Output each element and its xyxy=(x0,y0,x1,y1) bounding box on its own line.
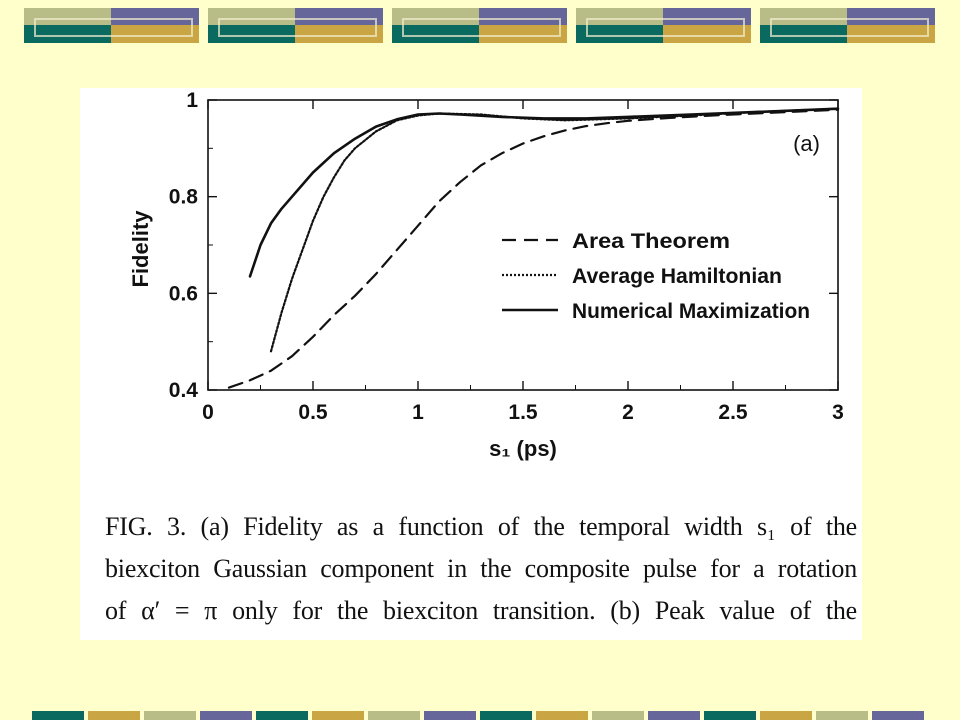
y-tick-label: 0.4 xyxy=(169,379,199,402)
decor-segment xyxy=(200,711,252,720)
series-layer xyxy=(227,107,840,389)
y-tick-label: 0.6 xyxy=(169,282,198,305)
x-tick-label: 3 xyxy=(832,401,844,424)
decor-segment xyxy=(256,711,308,720)
y-axis-label: Fidelity xyxy=(128,210,153,288)
decor-tile xyxy=(576,8,751,43)
decor-segment xyxy=(32,711,84,720)
decor-segment xyxy=(648,711,700,720)
fidelity-chart: 0 0.5 1 1.5 2 2.5 3 0.4 0.6 0.8 1 Area Theorem Aver… xyxy=(112,88,848,472)
figure-image: 0 0.5 1 1.5 2 2.5 3 0.4 0.6 0.8 1 Area Theorem Aver… xyxy=(80,88,862,640)
decor-segment xyxy=(312,711,364,720)
decor-segment xyxy=(480,711,532,720)
x-tick-label: 1 xyxy=(412,401,424,424)
decor-segment xyxy=(368,711,420,720)
y-tick-label: 0.8 xyxy=(169,186,199,209)
figure-caption: FIG. 3. (a) Fidelity as a function of th… xyxy=(105,506,857,632)
decor-segment xyxy=(760,711,812,720)
panel-label: (a) xyxy=(793,131,820,156)
decor-segment xyxy=(704,711,756,720)
legend-label: Average Hamiltonian xyxy=(572,265,782,288)
caption-line-3: of α′ = π only for the biexciton transit… xyxy=(105,596,857,625)
x-tick-label: 2 xyxy=(622,401,634,424)
bottom-decoration-band xyxy=(0,711,960,720)
chart-labels: (a) s₁ (ps) Fidelity xyxy=(128,131,820,461)
decor-tile xyxy=(760,8,935,43)
legend-label: Numerical Maximization xyxy=(572,300,810,323)
series-line-area-theorem xyxy=(227,108,840,389)
decor-tile xyxy=(24,8,199,43)
decor-segment xyxy=(536,711,588,720)
legend: Area Theorem Average Hamiltonian Numerical… xyxy=(502,230,810,323)
caption-line-2: biexciton Gaussian component in the comp… xyxy=(105,554,857,583)
caption-line-1: FIG. 3. (a) Fidelity as a function of th… xyxy=(105,512,857,541)
plot-background xyxy=(112,88,848,472)
x-tick-label: 1.5 xyxy=(508,401,538,424)
decor-segment xyxy=(424,711,476,720)
decor-segment xyxy=(872,711,924,720)
x-axis-label: s₁ (ps) xyxy=(489,436,557,461)
decor-tile xyxy=(392,8,567,43)
x-tick-label: 0.5 xyxy=(298,401,328,424)
top-decoration-band xyxy=(0,0,960,50)
x-tick-label: 2.5 xyxy=(718,401,748,424)
decor-segment xyxy=(592,711,644,720)
x-tick-label: 0 xyxy=(202,401,214,424)
decor-tile xyxy=(208,8,383,43)
legend-label: Area Theorem xyxy=(572,230,730,253)
y-tick-label: 1 xyxy=(186,89,198,112)
series-line-average-hamiltonian xyxy=(269,107,840,353)
decor-segment xyxy=(88,711,140,720)
series-line-numerical-maximization xyxy=(248,107,840,278)
axes-layer: 0 0.5 1 1.5 2 2.5 3 0.4 0.6 0.8 1 xyxy=(112,88,848,472)
decor-segment xyxy=(144,711,196,720)
decor-segment xyxy=(816,711,868,720)
